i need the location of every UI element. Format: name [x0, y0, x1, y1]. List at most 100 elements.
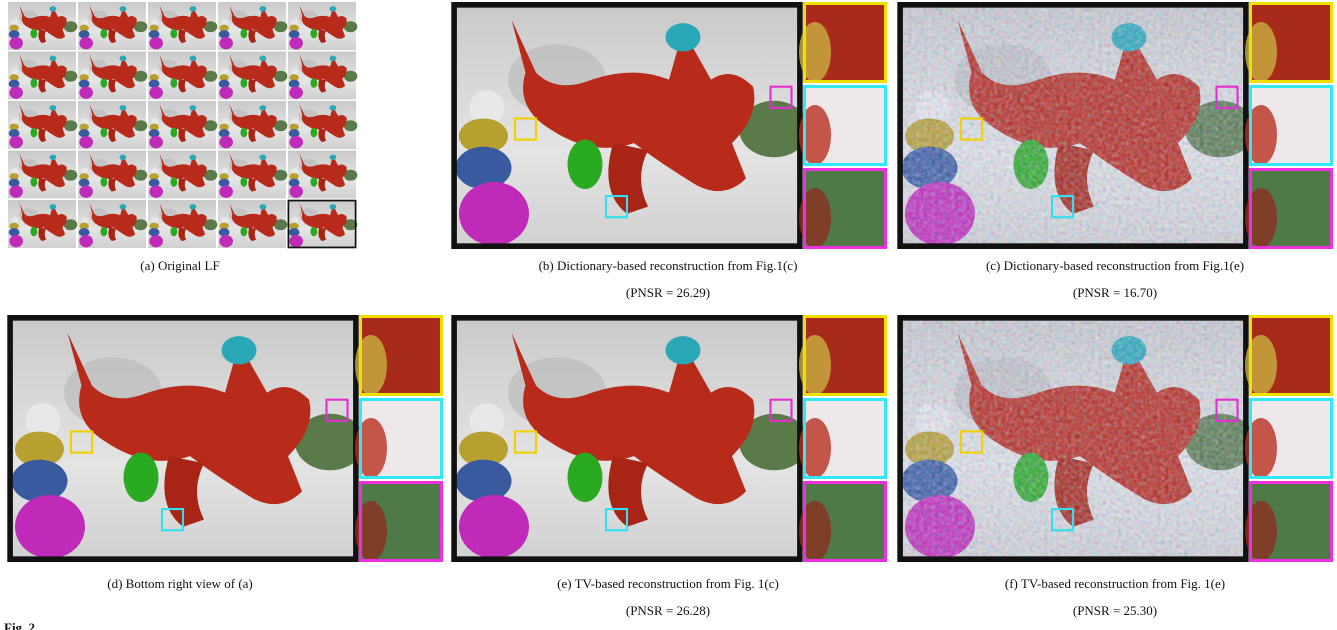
bunny-blue: [8, 79, 20, 88]
bunny-white: [221, 19, 229, 26]
bunny-blue: [148, 30, 160, 39]
bunny-green: [567, 452, 603, 503]
foliage: [203, 169, 218, 181]
bunny-magenta: [9, 36, 23, 50]
bunny-blue: [218, 228, 230, 237]
bunny-green: [170, 177, 178, 187]
roi-magenta: [325, 398, 349, 422]
bunny-green: [310, 177, 318, 187]
bunny-cyan: [49, 154, 57, 161]
roi-magenta: [1215, 85, 1239, 109]
bunny-magenta: [15, 494, 85, 559]
dragon: [299, 104, 347, 138]
dragon-leg: [108, 128, 117, 143]
bunny-blue: [218, 129, 230, 138]
bunny-magenta: [79, 185, 93, 198]
bunny-green: [30, 177, 38, 187]
bunny-green: [100, 78, 108, 88]
dragon: [229, 5, 277, 39]
dragon-leg: [38, 128, 47, 143]
bunny-cyan: [221, 336, 257, 365]
foliage: [295, 413, 365, 471]
bunny-yellow: [9, 24, 19, 32]
dragon: [159, 203, 207, 237]
bunny-green: [240, 177, 248, 187]
dragon-leg: [248, 78, 257, 93]
scene-image: [218, 200, 288, 248]
bunny-yellow: [15, 431, 64, 467]
bunny-cyan: [49, 6, 57, 12]
bunny-cyan: [119, 204, 127, 210]
bunny-yellow: [9, 173, 19, 180]
bunny-cyan: [259, 204, 267, 210]
bunny-white: [291, 118, 299, 125]
bunny-green: [310, 226, 318, 237]
bunny-cyan: [119, 6, 127, 12]
bunny-white: [151, 217, 159, 224]
bunny-green: [30, 127, 38, 138]
figure-label: Fig. 2: [4, 620, 35, 630]
scene-image: [8, 150, 78, 199]
panel-psnr: (PNSR = 26.29): [626, 285, 710, 300]
bunny-white: [291, 167, 299, 175]
foliage: [203, 219, 218, 231]
bunny-blue: [11, 459, 68, 503]
foliage: [343, 120, 358, 132]
inset-border: [359, 315, 443, 396]
scene-image: [288, 150, 358, 199]
dragon-leg: [318, 227, 327, 242]
roi-yellow: [513, 430, 538, 454]
foliage: [133, 120, 148, 132]
scene-image: [148, 200, 218, 248]
dragon-leg: [248, 227, 257, 242]
bunny-magenta: [9, 135, 23, 149]
roi-cyan: [604, 508, 629, 532]
dragon: [299, 203, 347, 237]
bunny-magenta: [79, 86, 93, 99]
bunny-blue: [218, 30, 230, 39]
bunny-cyan: [189, 204, 197, 210]
inset-detail: [355, 335, 387, 395]
inset-detail: [799, 418, 831, 478]
bunny-magenta: [9, 234, 23, 248]
dragon: [19, 203, 67, 237]
foliage: [203, 70, 218, 82]
bunny-white: [11, 118, 19, 125]
inset-border: [359, 481, 443, 562]
bunny-yellow: [219, 74, 229, 81]
scene-image: [288, 51, 358, 100]
bunny-yellow: [79, 173, 89, 180]
scene-image: [451, 315, 809, 563]
dragon-leg: [178, 227, 187, 242]
scene-image: [218, 51, 288, 100]
bunny-magenta: [149, 36, 163, 50]
inset-detail: [799, 105, 831, 165]
roi-magenta: [769, 398, 793, 422]
bunny-magenta: [9, 86, 23, 99]
scene-image: [288, 101, 358, 149]
bunny-white: [81, 217, 89, 224]
dragon: [511, 332, 755, 505]
inset-detail: [1245, 188, 1277, 248]
dragon: [19, 153, 67, 188]
panel-caption: (c) Dictionary-based reconstruction from…: [986, 258, 1244, 273]
dragon: [159, 5, 207, 39]
scene-image: [148, 51, 218, 100]
foliage: [203, 120, 218, 132]
roi-yellow: [959, 430, 984, 454]
bunny-magenta: [149, 234, 163, 248]
bunny-blue: [78, 228, 90, 237]
inset-border: [803, 315, 887, 396]
dragon: [19, 54, 67, 89]
bunny-blue: [288, 129, 300, 138]
dragon-leg: [38, 177, 47, 192]
inset-detail: [799, 335, 831, 395]
foliage: [63, 21, 78, 33]
dragon: [299, 54, 347, 89]
bunny-yellow: [79, 24, 89, 32]
bunny-magenta: [289, 185, 303, 198]
inset-detail: [1245, 501, 1277, 561]
inset-border: [1249, 85, 1333, 166]
bunny-yellow: [149, 222, 159, 230]
bunny-blue: [78, 30, 90, 39]
